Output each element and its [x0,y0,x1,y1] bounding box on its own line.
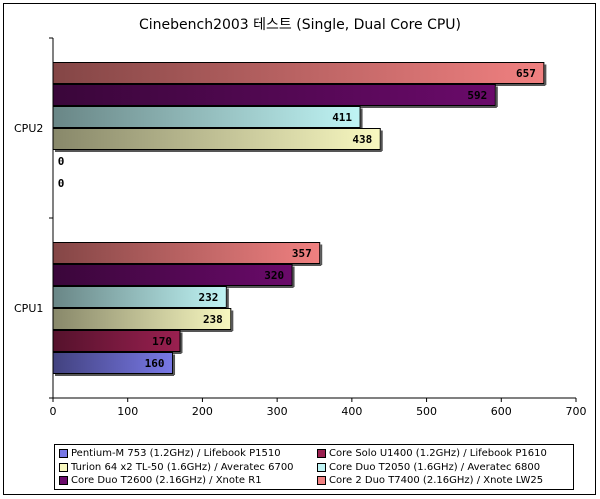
bar [52,106,361,128]
bar [52,242,321,264]
data-label: 160 [145,357,165,370]
data-label: 592 [467,89,487,102]
bar [52,352,174,374]
bar [52,308,232,330]
legend-label: Core Solo U1400 (1.2GHz) / Lifebook P161… [329,448,547,459]
legend-item: Core 2 Duo T7400 (2.16GHz) / Xnote LW25 [317,475,543,486]
data-label: 170 [152,335,172,348]
data-label: 657 [516,67,536,80]
category-label: CPU2 [14,122,43,135]
legend-item: Core Duo T2600 (2.16GHz) / Xnote R1 [59,475,262,486]
data-label: 232 [198,291,218,304]
legend-label: Core 2 Duo T7400 (2.16GHz) / Xnote LW25 [329,475,544,486]
x-tick-label: 400 [341,405,362,418]
bar [52,264,293,286]
legend-swatch [317,462,326,472]
bar [52,330,181,352]
legend-item: Turion 64 x2 TL-50 (1.6GHz) / Averatec 6… [59,462,294,473]
chart-title: Cinebench2003 테스트 (Single, Dual Core CPU… [138,17,462,33]
legend-label: Turion 64 x2 TL-50 (1.6GHz) / Averatec 6… [71,461,294,473]
legend-swatch [59,476,68,485]
x-tick-label: 700 [566,405,587,418]
x-tick-label: 0 [50,405,57,418]
data-label: 320 [264,269,284,282]
legend-item: Pentium-M 753 (1.2GHz) / Lifebook P1510 [59,448,281,459]
x-tick-label: 500 [416,405,437,418]
legend-label: Core Duo T2050 (1.6GHz) / Averatec 6800 [329,461,541,473]
legend-swatch [317,476,326,485]
x-tick-label: 600 [491,405,512,418]
legend-swatch [59,462,68,472]
legend: Pentium-M 753 (1.2GHz) / Lifebook P1510 C… [54,444,574,490]
x-tick-label: 200 [192,405,213,418]
data-label: 0 [58,177,65,190]
legend-swatch [317,449,326,458]
bar [52,84,496,106]
x-tick-label: 300 [267,405,288,418]
data-label: 411 [332,111,352,124]
x-tick-label: 100 [117,405,138,418]
bar [52,62,545,84]
bar [52,128,381,150]
data-label: 438 [352,133,372,146]
legend-swatch [59,449,68,458]
data-label: 0 [58,155,65,168]
bar [52,286,227,308]
legend-label: Pentium-M 753 (1.2GHz) / Lifebook P1510 [71,448,281,459]
legend-item: Core Solo U1400 (1.2GHz) / Lifebook P161… [317,448,547,459]
category-label: CPU1 [14,302,43,315]
data-label: 357 [292,247,312,260]
legend-label: Core Duo T2600 (2.16GHz) / Xnote R1 [71,475,262,486]
data-label: 238 [203,313,223,326]
legend-item: Core Duo T2050 (1.6GHz) / Averatec 6800 [317,462,540,473]
